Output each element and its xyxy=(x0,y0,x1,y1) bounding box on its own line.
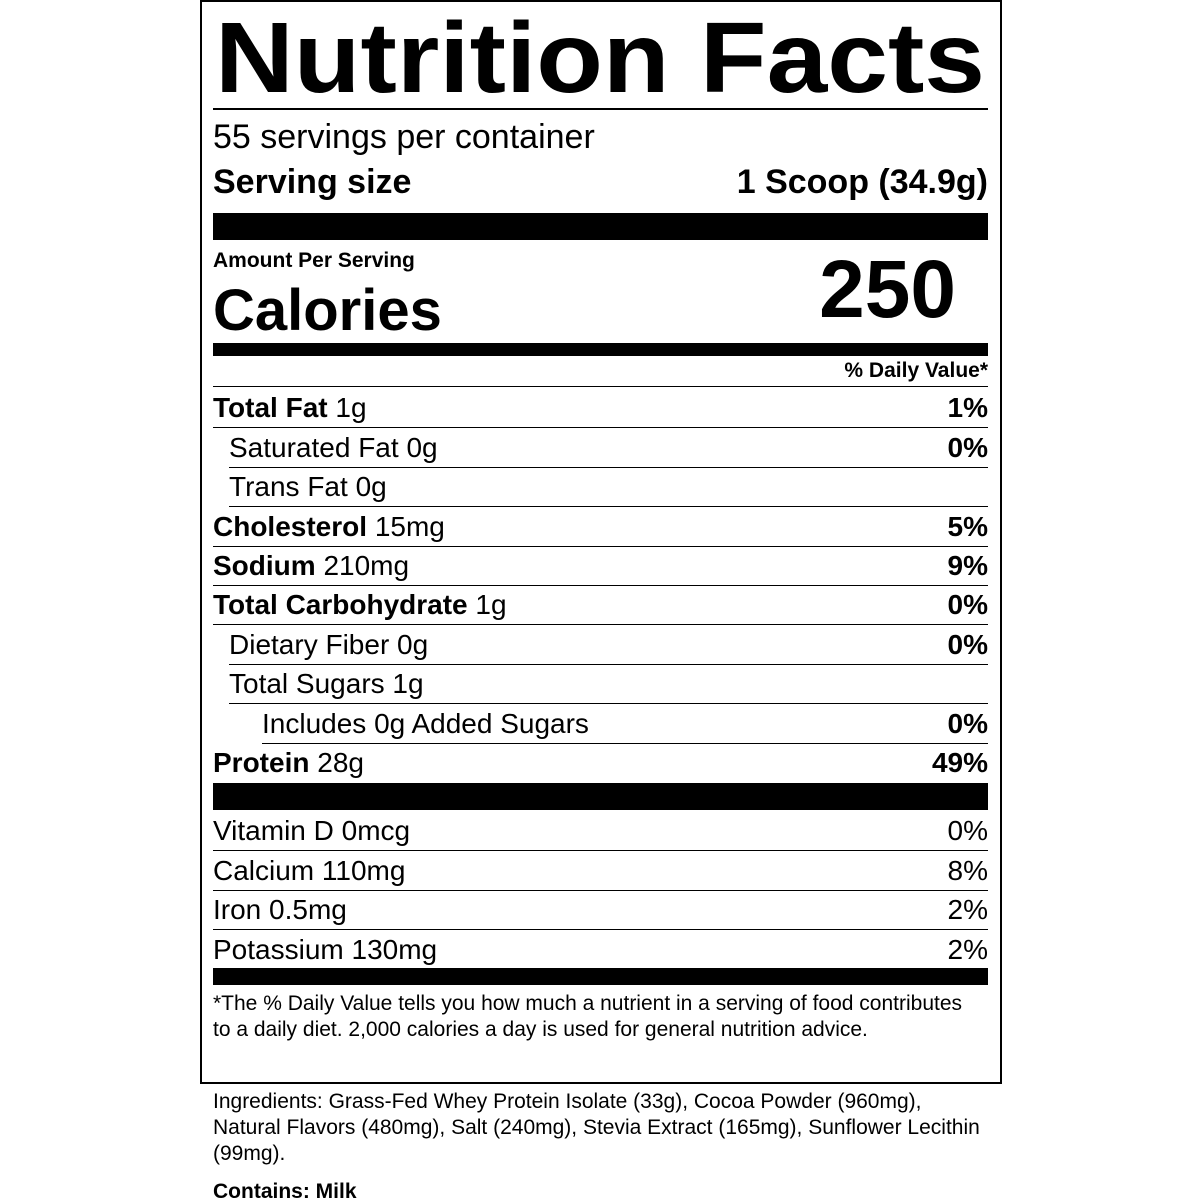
vitamin-dv: 2% xyxy=(947,934,988,965)
vitamin-amount: 110mg xyxy=(321,855,406,886)
vitamin-row: Potassium 130mg 2% xyxy=(213,930,988,969)
nutrient-name: Dietary Fiber xyxy=(229,629,390,660)
footnote: *The % Daily Value tells you how much a … xyxy=(213,992,963,1041)
calories-value: 250 xyxy=(819,244,956,335)
nutrient-amount: 1g xyxy=(392,668,424,699)
amount-per-serving: Amount Per Serving xyxy=(213,249,415,272)
nutrient-name: Sodium xyxy=(213,550,316,581)
medium-divider xyxy=(213,968,988,985)
nutrient-name: Protein xyxy=(213,747,310,778)
nutrient-amount: 0g xyxy=(397,629,429,660)
thick-divider xyxy=(213,783,988,810)
daily-value-header: % Daily Value* xyxy=(844,359,988,382)
nutrient-dv: 5% xyxy=(947,511,988,542)
vitamin-row: Vitamin D 0mcg 0% xyxy=(213,811,988,851)
vitamin-row: Calcium 110mg 8% xyxy=(213,851,988,891)
nutrient-row: Total Carbohydrate 1g 0% xyxy=(213,585,988,625)
nutrient-row: Protein 28g 49% xyxy=(213,743,988,782)
vitamin-amount: 0mcg xyxy=(341,815,411,846)
serving-size-label: Serving size xyxy=(213,163,412,201)
nutrient-amount: 15mg xyxy=(374,511,445,542)
label-border xyxy=(200,0,1002,1084)
nutrient-dv: 0% xyxy=(947,432,988,463)
servings: 55 servings per container xyxy=(213,118,595,156)
nutrient-name: Total Carbohydrate xyxy=(213,589,468,620)
divider xyxy=(213,108,988,110)
nutrient-name: Saturated Fat xyxy=(229,432,399,463)
nutrient-dv: 1% xyxy=(947,392,988,423)
title-svg: Nutrition Facts xyxy=(215,2,985,110)
nutrient-name: Includes 0g Added Sugars xyxy=(262,708,589,739)
vitamin-name: Vitamin D xyxy=(213,815,334,846)
nutrient-amount: 28g xyxy=(317,747,364,778)
nutrient-name: Cholesterol xyxy=(213,511,368,542)
nutrient-name: Total Sugars xyxy=(229,668,385,699)
title: Nutrition Facts xyxy=(215,2,985,110)
nutrient-dv: 0% xyxy=(947,589,988,620)
divider xyxy=(213,386,988,387)
vitamin-amount: 0.5mg xyxy=(269,894,347,925)
nutrient-dv: 0% xyxy=(947,708,988,739)
nutrient-row: Saturated Fat 0g 0% xyxy=(229,428,988,468)
contains: Contains: Milk xyxy=(213,1180,357,1200)
vitamin-amount: 130mg xyxy=(351,934,438,965)
vitamin-name: Calcium xyxy=(213,855,315,886)
nutrient-row: Includes 0g Added Sugars 0% xyxy=(262,704,988,744)
nutrient-row: Dietary Fiber 0g 0% xyxy=(229,625,988,665)
nutrient-row: Sodium 210mg 9% xyxy=(213,546,988,586)
vitamin-row: Iron 0.5mg 2% xyxy=(213,890,988,930)
nutrient-row: Total Fat 1g 1% xyxy=(213,388,988,428)
nutrient-amount: 1g xyxy=(475,589,507,620)
vitamin-dv: 8% xyxy=(947,855,988,886)
nutrient-name: Total Fat xyxy=(213,392,328,423)
vitamin-name: Potassium xyxy=(213,934,344,965)
medium-divider xyxy=(213,343,988,356)
nutrient-row: Trans Fat 0g xyxy=(229,467,988,507)
serving-size-value: 1 Scoop (34.9g) xyxy=(736,163,988,201)
nutrient-dv: 9% xyxy=(947,550,988,581)
nutrient-amount: 1g xyxy=(335,392,367,423)
nutrient-dv: 49% xyxy=(931,747,988,778)
nutrient-dv: 0% xyxy=(947,629,988,660)
nutrient-name: Trans Fat xyxy=(229,471,348,502)
nutrient-amount: 210mg xyxy=(323,550,410,581)
thick-divider xyxy=(213,213,988,240)
vitamin-dv: 0% xyxy=(947,815,988,846)
nutrient-amount: 0g xyxy=(355,471,387,502)
nutrient-row: Total Sugars 1g xyxy=(229,664,988,704)
nutrient-amount: 0g xyxy=(406,432,438,463)
vitamin-name: Iron xyxy=(213,894,262,925)
calories-label: Calories xyxy=(213,278,442,343)
vitamin-dv: 2% xyxy=(947,894,988,925)
ingredients: Ingredients: Grass-Fed Whey Protein Isol… xyxy=(213,1090,980,1165)
nutrient-row: Cholesterol 15mg 5% xyxy=(213,507,988,547)
